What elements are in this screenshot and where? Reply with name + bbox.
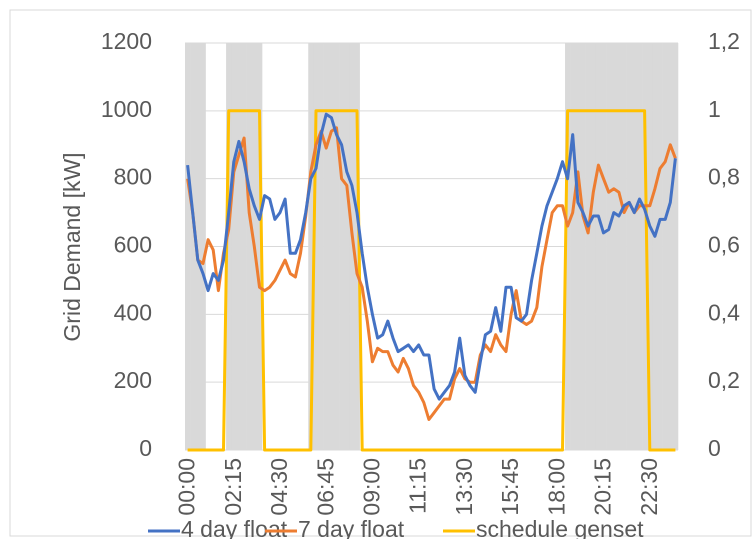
y-tick-label: 1200 <box>101 28 152 54</box>
y-axis-title: Grid Demand [kW] <box>59 152 85 341</box>
series-line <box>186 112 677 401</box>
y2-tick-label: 1 <box>708 96 721 122</box>
x-tick-label: 20:15 <box>590 458 616 516</box>
x-tick-label: 15:45 <box>497 458 523 516</box>
y2-tick-label: 1,2 <box>708 28 740 54</box>
legend-label: schedule genset <box>476 516 644 539</box>
y-tick-label: 600 <box>114 232 152 258</box>
series-line <box>187 109 676 452</box>
x-tick-label: 11:15 <box>405 458 431 514</box>
x-tick-label: 06:45 <box>312 458 338 516</box>
x-tick-label: 09:00 <box>359 458 385 516</box>
y2-tick-label: 0,2 <box>708 367 740 393</box>
y2-tick-label: 0 <box>708 435 721 461</box>
legend-label: 7 day float <box>298 516 405 539</box>
x-tick-label: 04:30 <box>266 458 292 516</box>
x-tick-label: 13:30 <box>451 458 477 516</box>
series-line <box>186 126 677 421</box>
legend-label: 4 day float <box>181 516 288 539</box>
x-tick-label: 18:00 <box>543 458 569 516</box>
y2-tick-label: 0,6 <box>708 232 740 258</box>
y2-tick-label: 0,8 <box>708 164 740 190</box>
y-tick-label: 200 <box>114 367 152 393</box>
x-tick-label: 02:15 <box>220 458 246 516</box>
x-tick-label: 22:30 <box>636 458 662 516</box>
y-tick-label: 800 <box>114 164 152 190</box>
y-tick-label: 400 <box>114 299 152 325</box>
x-tick-label: 00:00 <box>174 458 200 516</box>
y-tick-label: 0 <box>139 435 152 461</box>
y2-tick-label: 0,4 <box>708 299 740 325</box>
y-tick-label: 1000 <box>101 96 152 122</box>
